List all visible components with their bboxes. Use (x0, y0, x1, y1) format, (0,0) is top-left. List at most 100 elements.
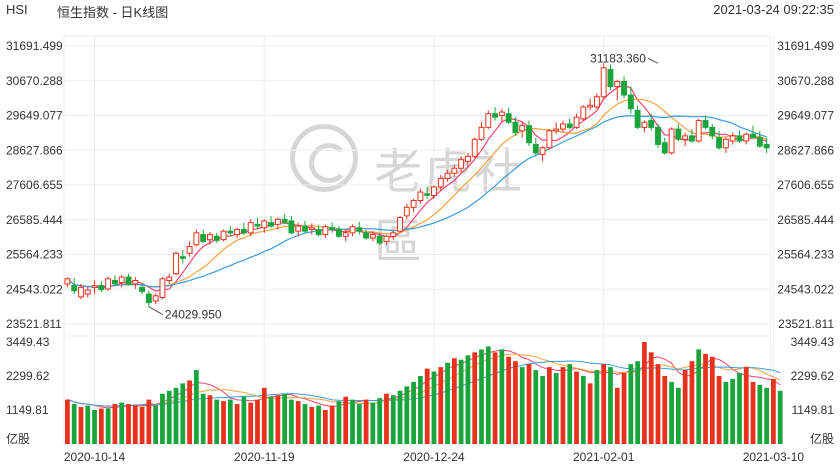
candle-body (410, 200, 417, 208)
volume-bar (350, 399, 355, 444)
candle-body (390, 232, 397, 237)
candle-body (729, 135, 736, 142)
candle-body (200, 234, 207, 242)
high-marker-line (647, 57, 659, 64)
volume-bar (451, 358, 457, 444)
candle-body (376, 235, 383, 244)
volume-panel-frame (63, 335, 771, 445)
volume-bar (207, 395, 213, 444)
volume-bar (112, 404, 118, 444)
volume-bar (119, 402, 125, 444)
candle-body (193, 232, 200, 246)
moving-averages (67, 84, 781, 409)
volume-bar (71, 404, 77, 444)
price-tick-label-left: 23521.811 (6, 317, 62, 331)
candle-body (478, 126, 485, 140)
volume-bar (139, 407, 145, 444)
volume-bar (146, 399, 152, 444)
candle-body (682, 135, 689, 140)
volume-bar (329, 405, 335, 444)
candle-body (688, 135, 695, 142)
volume-bar (458, 359, 464, 444)
candle-body (648, 120, 655, 128)
candle-body (71, 285, 78, 292)
candle-body (268, 222, 274, 227)
candle-body (573, 116, 580, 128)
volume-bar (635, 361, 641, 444)
volume-bar (669, 381, 674, 444)
candle-body (295, 225, 302, 232)
volume-bar (431, 371, 437, 444)
volume-bar (377, 398, 383, 444)
volume-bar (268, 396, 274, 444)
candle-body (532, 143, 539, 154)
volume-bar (65, 399, 70, 444)
candle-body (655, 126, 661, 145)
volume-bar (764, 387, 769, 444)
candle-body (234, 228, 241, 236)
candle-body (560, 123, 566, 130)
candle-body (546, 130, 553, 149)
volume-bar (574, 371, 579, 444)
volume-tick-label-right: 3449.43 (791, 335, 835, 349)
volume-bar (153, 405, 159, 444)
candle-body (750, 133, 756, 139)
volume-bar (506, 356, 512, 444)
volume-bar (370, 402, 376, 444)
volume-bar (492, 352, 498, 444)
candle-body (641, 121, 648, 128)
candle-body (505, 113, 512, 123)
volume-bar (85, 405, 91, 444)
candle-body (356, 227, 363, 232)
candle-body (329, 227, 336, 230)
volume-bar (750, 381, 756, 444)
volume-bar (675, 387, 681, 444)
axis-labels: 31691.499 31691.499 30670.288 30670.288 2964… (6, 39, 834, 464)
candle-body (322, 226, 329, 236)
candle-body (315, 228, 322, 236)
volume-bar (309, 407, 315, 444)
volume-bar (580, 375, 586, 444)
volume-bar (411, 381, 416, 444)
volume-bar (771, 378, 776, 444)
volume-bar (424, 368, 430, 444)
volume-bar (479, 349, 484, 444)
volume-bar (241, 396, 247, 444)
volume-bar (499, 349, 505, 444)
candle-body (403, 206, 410, 217)
candle-body (159, 278, 166, 299)
price-tick-label-left: 26585.444 (6, 213, 63, 227)
candle-body (566, 123, 573, 128)
volume-bar (513, 361, 518, 444)
volume-tick-label-left: 2299.62 (6, 369, 50, 383)
volume-bar (587, 383, 593, 444)
candle-body (207, 234, 213, 241)
date-tick-label: 2020-11-19 (234, 450, 295, 464)
volume-bar (777, 390, 783, 444)
candle-body (587, 104, 594, 108)
volume-ma5-line (67, 349, 781, 409)
candle-body (519, 125, 526, 132)
candle-body (424, 193, 431, 196)
volume-bar (275, 395, 281, 444)
candle-body (614, 80, 621, 88)
price-tick-label-left: 30670.288 (6, 74, 63, 88)
candle-body (722, 138, 729, 149)
candle-body (492, 113, 499, 118)
volume-bar (214, 399, 220, 444)
volume-bar (336, 401, 342, 444)
volume-tick-label-right: 2299.62 (791, 369, 835, 383)
candle-body (261, 220, 268, 229)
candle-body (675, 128, 682, 140)
volume-bar (343, 396, 349, 444)
price-tick-label-right: 26585.444 (777, 213, 834, 227)
candle-body (213, 235, 220, 241)
candle-body (485, 113, 492, 128)
candle-body (512, 121, 519, 133)
candles (64, 63, 770, 307)
symbol-label: HSI (6, 2, 28, 17)
candle-body (763, 143, 770, 149)
volume-bar (546, 367, 552, 444)
volume-bar (526, 364, 532, 444)
